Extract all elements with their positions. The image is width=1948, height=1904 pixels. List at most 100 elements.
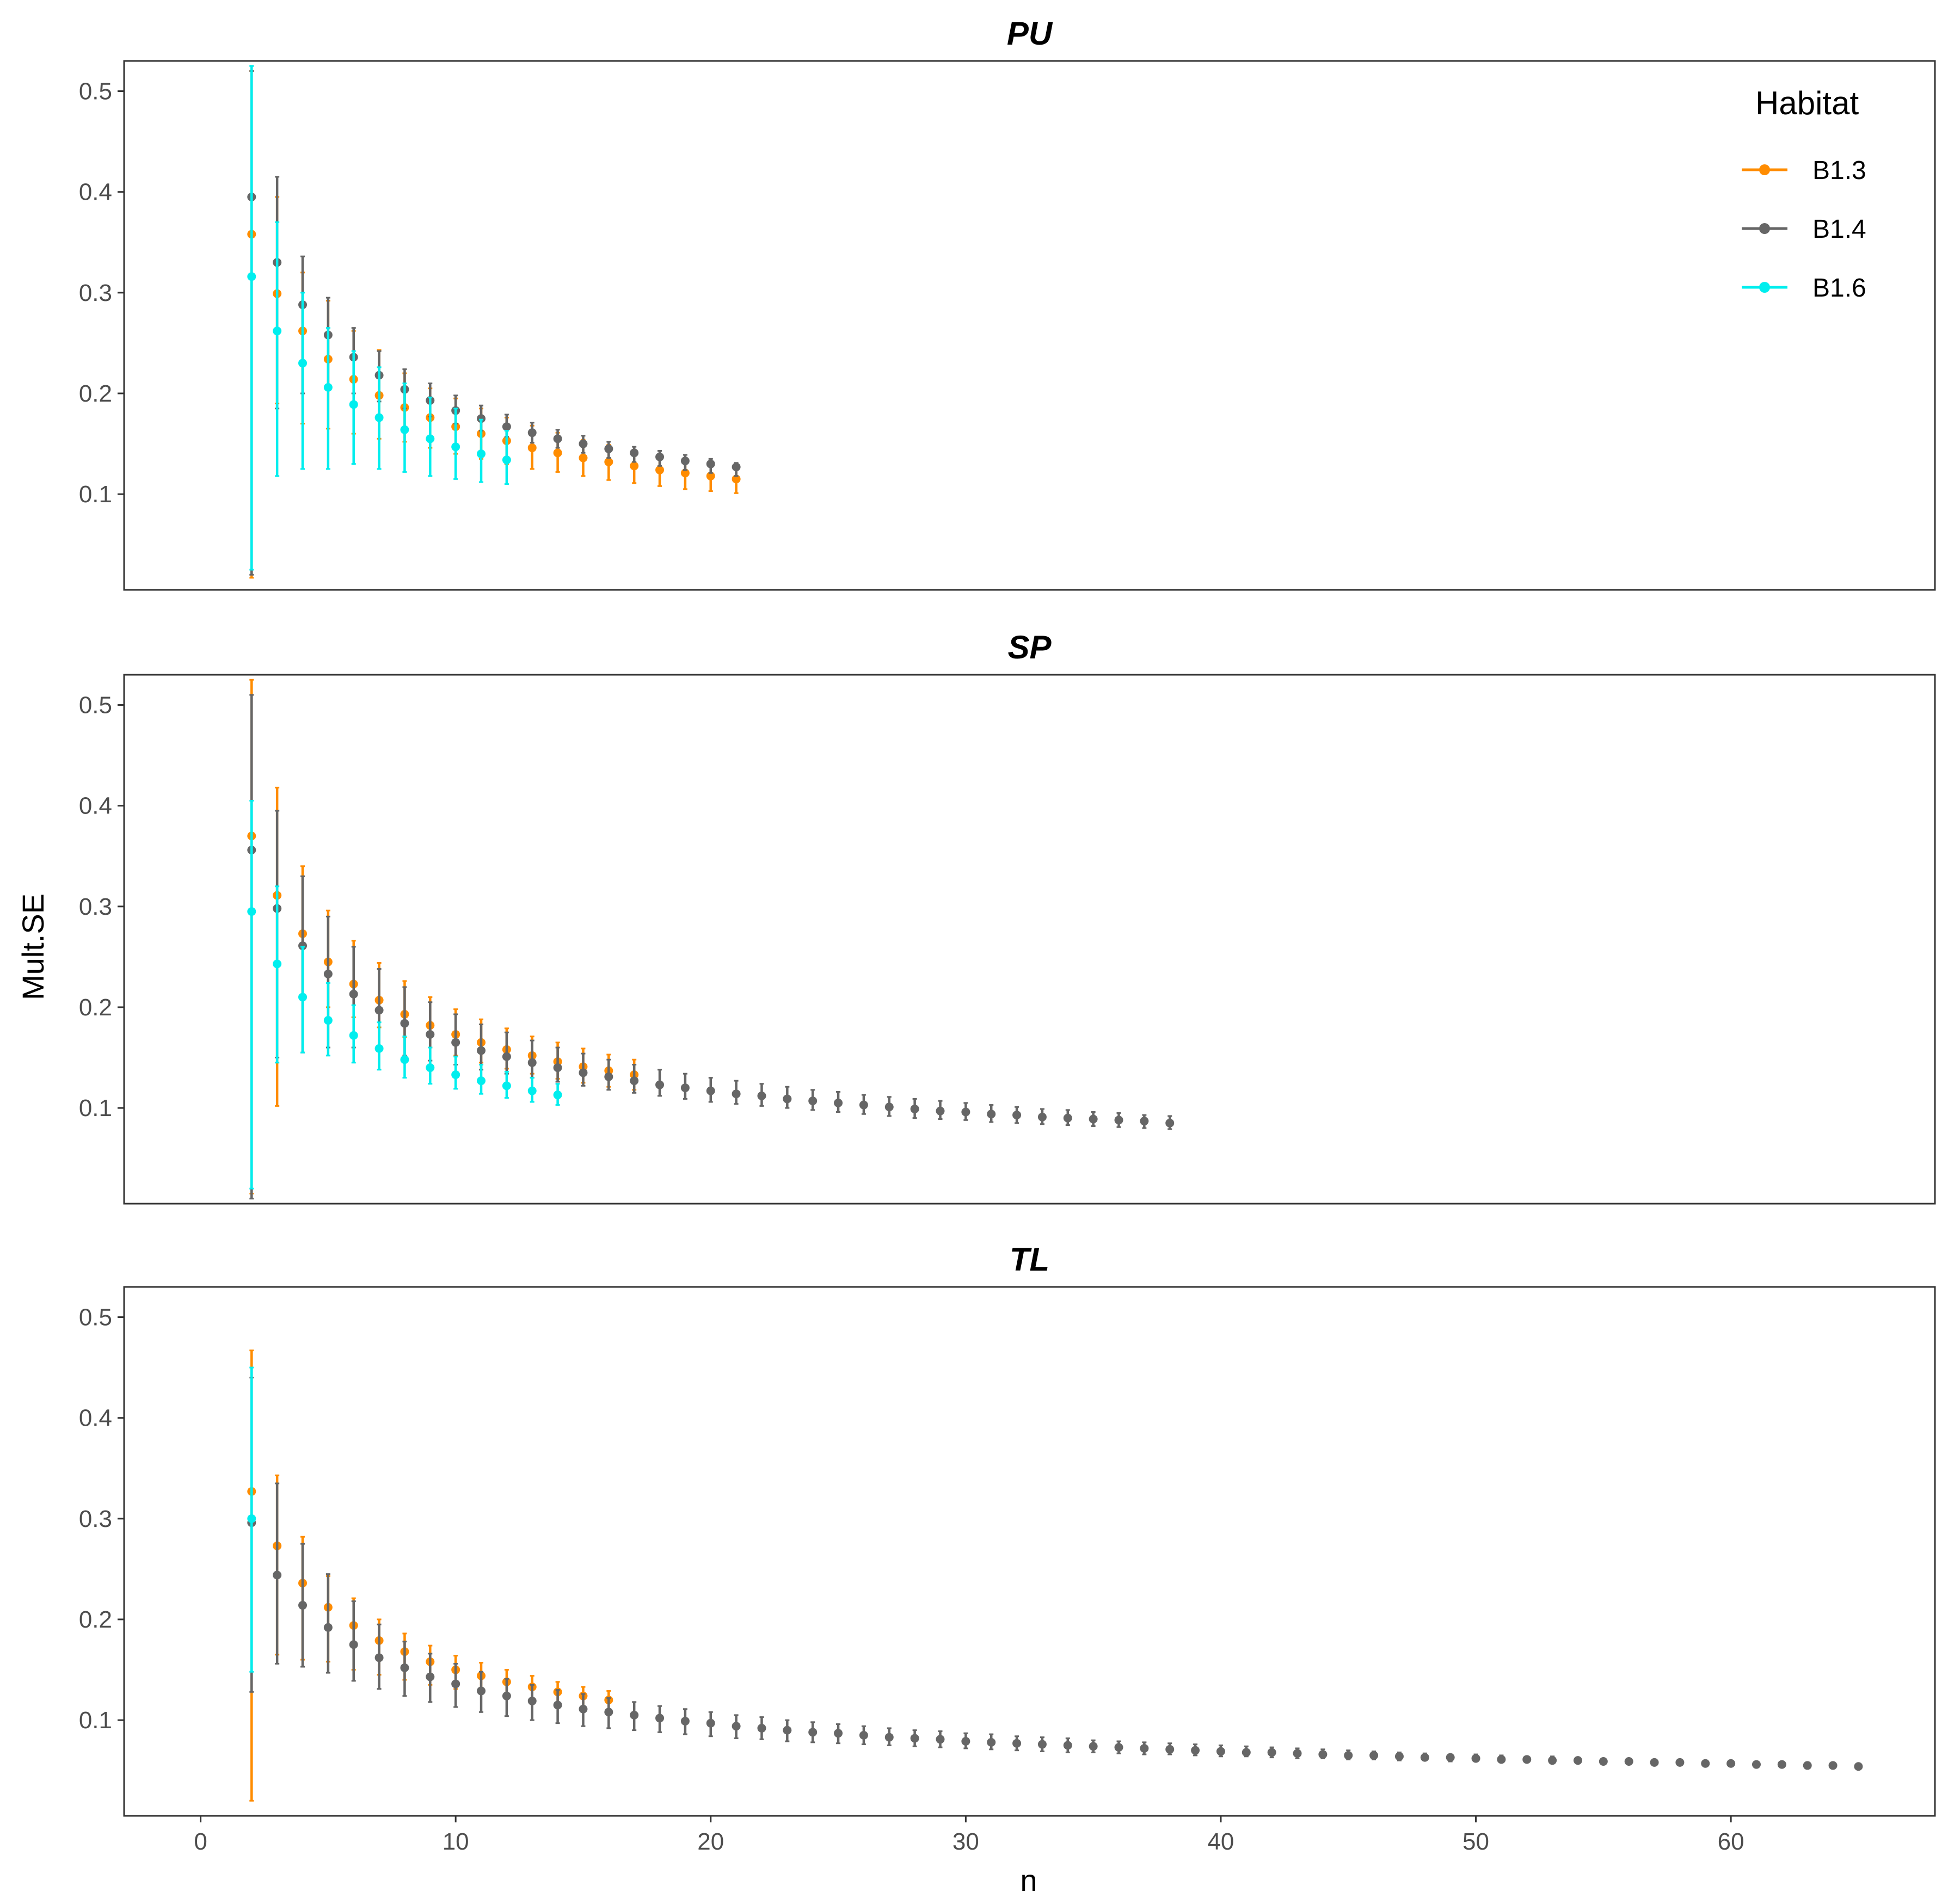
data-point (936, 1735, 945, 1744)
data-point (1471, 1754, 1480, 1763)
data-point (630, 1076, 639, 1086)
data-point (604, 1708, 613, 1717)
y-tick-label: 0.1 (79, 1707, 112, 1734)
data-point (426, 434, 435, 443)
data-point (732, 463, 741, 472)
data-point (1140, 1117, 1149, 1126)
data-point (1114, 1743, 1123, 1752)
data-point (426, 1063, 435, 1073)
data-point (680, 457, 690, 466)
data-point (680, 1083, 690, 1093)
data-point (961, 1736, 970, 1746)
data-point (884, 1733, 894, 1742)
data-point (1012, 1111, 1022, 1120)
data-point (579, 1068, 588, 1077)
legend-item-B1-6: B1.6 (1742, 274, 1866, 303)
data-point (502, 422, 511, 432)
data-point (1037, 1112, 1047, 1122)
legend-item-B1-4: B1.4 (1742, 215, 1866, 244)
y-tick-label: 0.1 (79, 1095, 112, 1122)
y-tick-label: 0.2 (79, 380, 112, 407)
data-point (1012, 1739, 1022, 1748)
x-tick-label: 0 (194, 1828, 207, 1855)
data-point (655, 1080, 665, 1089)
legend-key-point (1759, 164, 1770, 175)
data-point (1803, 1761, 1812, 1770)
data-point (426, 1672, 435, 1681)
data-point (1624, 1757, 1633, 1766)
data-point (298, 993, 308, 1002)
legend-key-point (1759, 223, 1770, 234)
data-point (247, 907, 256, 916)
data-point (349, 989, 358, 999)
data-point (1522, 1755, 1532, 1764)
legend-key-point (1759, 282, 1770, 293)
data-point (1599, 1757, 1608, 1766)
panel-frame (123, 60, 1936, 591)
data-point (477, 1686, 486, 1696)
data-point (1293, 1749, 1302, 1758)
data-point (859, 1100, 868, 1110)
data-point (323, 1016, 333, 1025)
y-tick-label: 0.4 (79, 793, 112, 819)
data-point (400, 1055, 409, 1064)
data-point (323, 383, 333, 392)
x-tick-label: 60 (1718, 1828, 1744, 1855)
data-point (502, 1052, 511, 1061)
data-point (527, 1086, 537, 1095)
series-B1-6 (247, 1366, 256, 1673)
data-point (1548, 1756, 1557, 1765)
data-point (527, 443, 537, 452)
data-point (553, 448, 562, 458)
y-tick-label: 0.4 (79, 1405, 112, 1432)
y-tick-label: 0.2 (79, 994, 112, 1021)
legend-title: Habitat (1755, 85, 1859, 121)
data-point (349, 1031, 358, 1040)
data-point (783, 1726, 792, 1735)
data-point (1063, 1113, 1072, 1123)
data-point (1394, 1752, 1404, 1761)
data-point (349, 1640, 358, 1649)
data-point (451, 1038, 460, 1047)
data-point (884, 1102, 894, 1112)
data-point (630, 1710, 639, 1720)
data-point (859, 1730, 868, 1740)
data-point (961, 1107, 970, 1117)
data-point (604, 444, 613, 453)
data-point (1854, 1762, 1863, 1771)
data-point (451, 442, 460, 452)
panel-pu: PU 0.1 0.2 0.3 0.4 0.5 (79, 15, 1936, 591)
data-point (1497, 1755, 1506, 1764)
data-point (374, 1044, 384, 1053)
y-tick-label: 0.1 (79, 481, 112, 508)
data-point (579, 439, 588, 448)
data-point (757, 1723, 766, 1733)
data-point (477, 1076, 486, 1086)
x-tick-label: 50 (1462, 1828, 1489, 1855)
data-point (1267, 1748, 1276, 1757)
data-point (655, 1714, 665, 1723)
data-point (1063, 1741, 1072, 1750)
y-tick-label: 0.4 (79, 179, 112, 206)
data-point (808, 1096, 818, 1106)
data-point (1114, 1116, 1123, 1125)
data-point (1828, 1761, 1838, 1770)
data-point (655, 452, 665, 461)
data-point (1446, 1753, 1455, 1762)
data-point (400, 1663, 409, 1672)
data-point (706, 471, 715, 480)
legend-label: B1.3 (1812, 156, 1866, 185)
data-point (783, 1094, 792, 1104)
data-point (757, 1091, 766, 1100)
data-point (374, 413, 384, 422)
data-point (502, 1691, 511, 1700)
series-B1-6 (247, 65, 511, 571)
data-point (502, 455, 511, 465)
series-B1-6 (247, 799, 562, 1190)
data-point (298, 941, 308, 951)
data-point (349, 400, 358, 409)
data-point (502, 1081, 511, 1090)
data-point (247, 272, 256, 281)
y-tick-label: 0.5 (79, 692, 112, 719)
y-tick-label: 0.2 (79, 1606, 112, 1633)
